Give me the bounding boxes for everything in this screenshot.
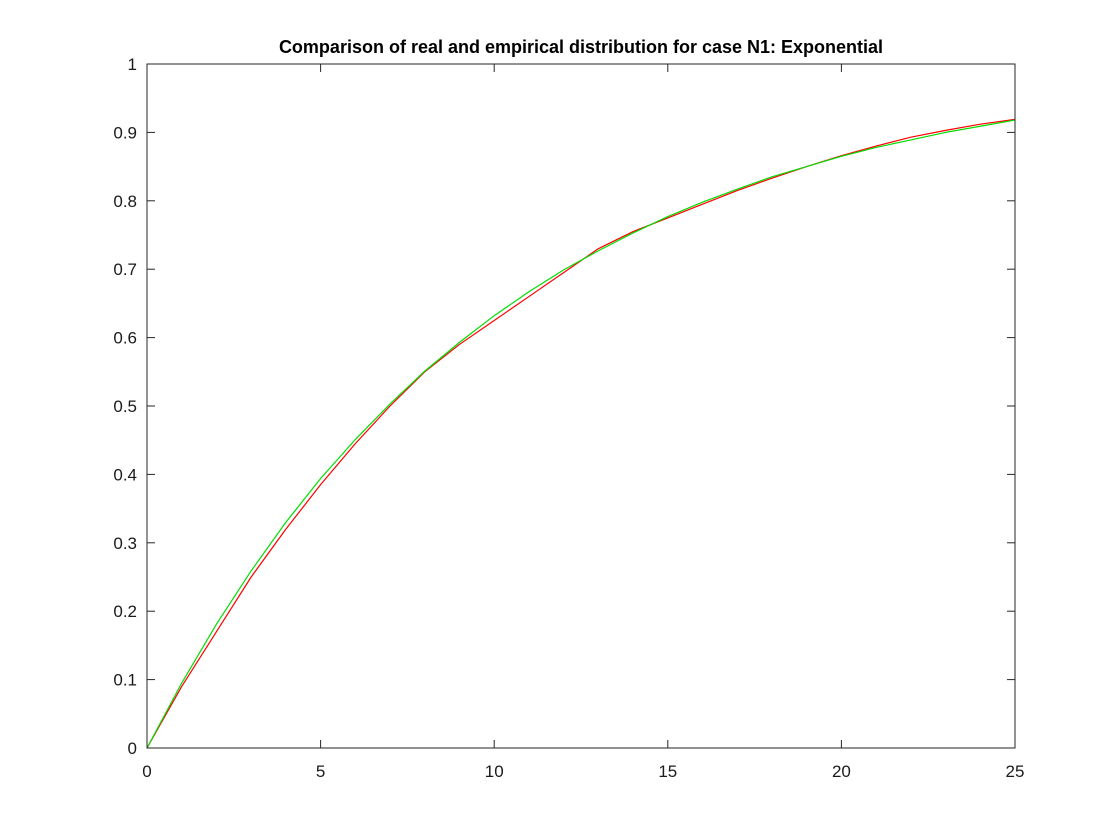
series-layer (146, 118, 1016, 749)
y-tick-label: 0.2 (113, 602, 137, 621)
y-tick-label: 0.4 (113, 465, 137, 484)
axes-layer: 0 5 10 15 20 25 0 0.1 0.2 0.3 0.4 0.5 0.6 0.7 0.8 0.9 1 (113, 55, 1024, 781)
x-tick-label: 10 (485, 762, 504, 781)
y-tick-label: 0 (128, 739, 137, 758)
y-tick-label: 0.9 (113, 123, 137, 142)
y-tick-label: 0.8 (113, 192, 137, 211)
x-tick-label: 0 (142, 762, 151, 781)
y-tick-label: 0.7 (113, 260, 137, 279)
x-tick-label: 15 (658, 762, 677, 781)
y-tick-label: 0.5 (113, 397, 137, 416)
y-tick-label: 0.1 (113, 671, 137, 690)
y-tick-label: 0.3 (113, 534, 137, 553)
x-tick-label: 25 (1006, 762, 1025, 781)
x-tick-label: 5 (316, 762, 325, 781)
chart-title: Comparison of real and empirical distrib… (279, 37, 883, 57)
series-line-2 (146, 119, 1016, 749)
x-tick-label: 20 (832, 762, 851, 781)
y-tick-label: 0.6 (113, 329, 137, 348)
y-tick-label: 1 (128, 55, 137, 74)
plot-area (147, 64, 1015, 748)
